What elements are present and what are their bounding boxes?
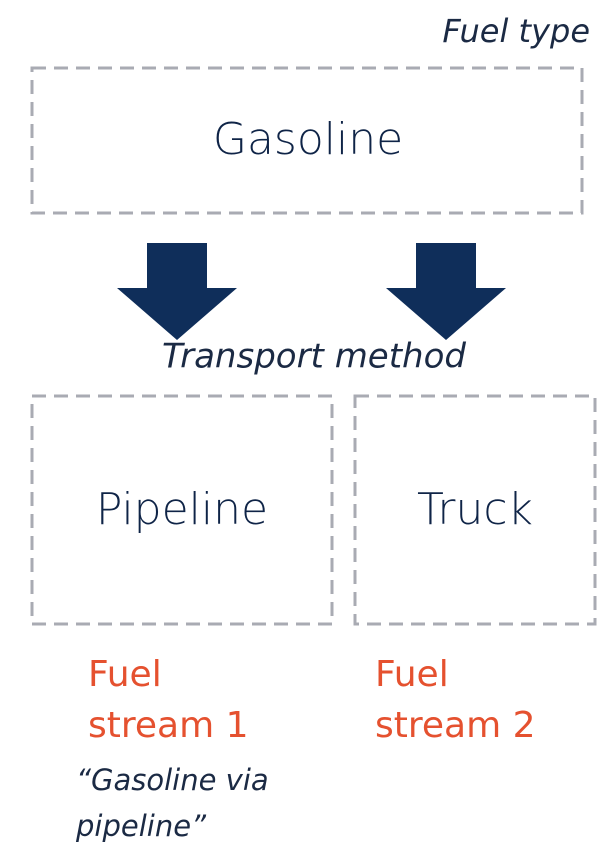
stream-label: Fuel <box>88 654 162 695</box>
stream-label: Fuel <box>375 654 449 695</box>
fuel-box <box>30 66 584 215</box>
transport-label: Transport method <box>162 337 466 377</box>
method-box <box>353 394 597 626</box>
fuel-type-label: Fuel type <box>442 12 590 50</box>
note: “Gasoline via <box>76 763 269 797</box>
arrow <box>386 243 506 340</box>
stream-label: stream 1 <box>88 705 249 746</box>
arrow <box>117 243 237 340</box>
stream-label: stream 2 <box>375 705 536 746</box>
method-label: Pipeline <box>96 484 268 535</box>
note: pipeline” <box>75 809 207 843</box>
fuel-label: Gasoline <box>213 114 403 165</box>
method-label: Truck <box>417 484 533 535</box>
